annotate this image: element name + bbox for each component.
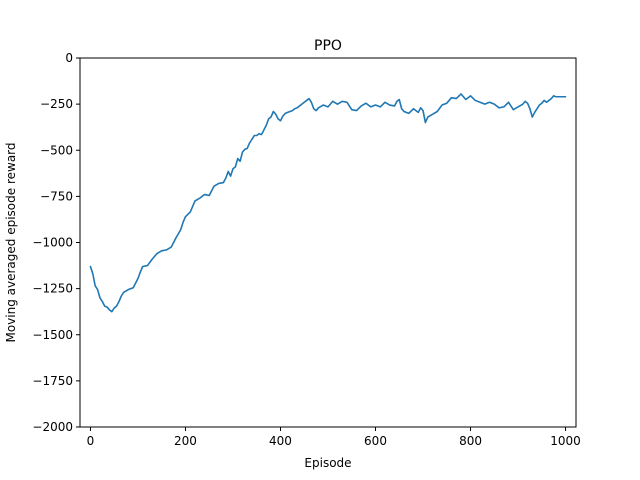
series-layer — [89, 93, 567, 313]
x-tick-label: 200 — [174, 434, 197, 448]
y-tick-label: −250 — [40, 97, 73, 111]
y-tick-label: −1500 — [32, 328, 73, 342]
x-tick-label: 0 — [87, 434, 95, 448]
x-axis-label: Episode — [304, 456, 351, 470]
y-axis-label: Moving averaged episode reward — [4, 142, 18, 342]
y-tick-label: −1250 — [32, 282, 73, 296]
x-axis-ticks: 0 200 400 600 800 1000 — [87, 427, 581, 448]
x-tick-label: 600 — [364, 434, 387, 448]
y-tick-label: 0 — [65, 51, 73, 65]
chart-title: PPO — [314, 38, 342, 54]
plot-area — [80, 58, 576, 427]
y-tick-label: −1750 — [32, 374, 73, 388]
y-tick-label: −1000 — [32, 236, 73, 250]
y-tick-label: −500 — [40, 143, 73, 157]
y-axis-ticks: −2000 −1750 −1500 −1250 −1000 −750 −500 −250 0 — [32, 51, 80, 434]
y-tick-label: −2000 — [32, 420, 73, 434]
y-tick-label: −750 — [40, 189, 73, 203]
series-line — [89, 93, 567, 313]
x-tick-label: 800 — [459, 434, 482, 448]
x-tick-label: 1000 — [550, 434, 581, 448]
x-tick-label: 400 — [269, 434, 292, 448]
